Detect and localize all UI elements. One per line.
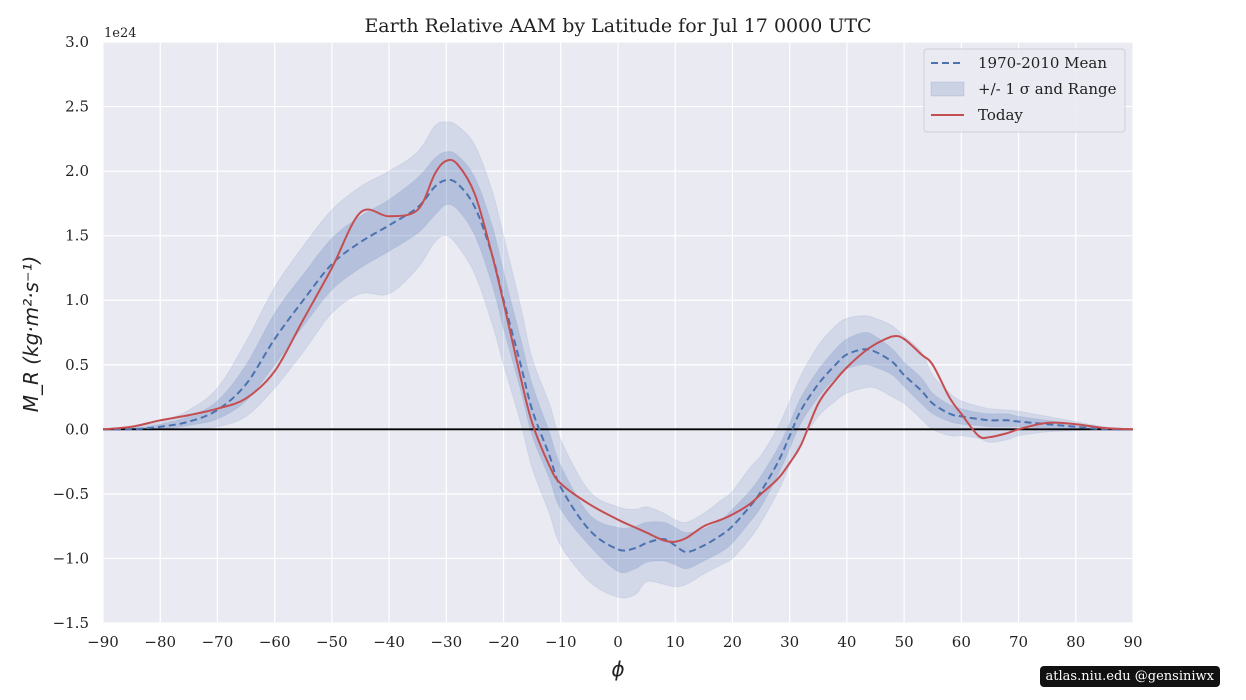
y-tick-label: 3.0 (65, 33, 89, 51)
y-tick-labels: −1.5 −1.0 −0.5 0.0 0.5 1.0 1.5 2.0 2.5 3.0 (53, 33, 89, 632)
y-tick-label: −1.5 (53, 614, 89, 632)
legend-label: 1970-2010 Mean (978, 54, 1107, 72)
x-tick-label: 20 (723, 633, 742, 651)
x-tick-label: −10 (545, 633, 577, 651)
x-tick-label: −50 (316, 633, 348, 651)
legend-box (923, 48, 1126, 133)
x-tick-label: −80 (144, 633, 176, 651)
y-tick-label: −1.0 (53, 549, 89, 567)
x-tick-label: −90 (87, 633, 119, 651)
x-tick-label: 0 (613, 633, 623, 651)
legend-band-swatch (930, 81, 965, 97)
mean-line (102, 178, 1134, 554)
y-tick-label: 0.0 (65, 420, 89, 438)
x-tick-label: 90 (1123, 633, 1142, 651)
x-tick-label: −20 (488, 633, 520, 651)
gridlines (102, 41, 1134, 624)
y-offset-label: 1e24 (104, 26, 137, 41)
x-tick-label: 60 (952, 633, 971, 651)
x-axis-label: ϕ (611, 657, 624, 681)
y-tick-label: 2.0 (65, 162, 89, 180)
x-tick-label: 10 (666, 633, 685, 651)
x-tick-labels: −90 −80 −70 −60 −50 −40 −30 −20 −10 0 10 20 30 40 50 60… (87, 633, 1142, 651)
legend: 1970-2010 Mean +/- 1 σ and Range Today (923, 48, 1126, 133)
x-tick-label: 80 (1066, 633, 1085, 651)
legend-label: +/- 1 σ and Range (978, 80, 1117, 98)
y-tick-label: 0.5 (65, 356, 89, 374)
x-tick-label: −30 (431, 633, 463, 651)
x-tick-label: 70 (1009, 633, 1028, 651)
x-tick-label: −40 (373, 633, 405, 651)
x-tick-label: 40 (837, 633, 856, 651)
chart-title: Earth Relative AAM by Latitude for Jul 1… (364, 15, 871, 37)
y-tick-label: 1.0 (65, 291, 89, 309)
x-tick-label: 30 (780, 633, 799, 651)
x-tick-label: 50 (895, 633, 914, 651)
y-tick-label: 1.5 (65, 227, 89, 245)
y-tick-label: 2.5 (65, 98, 89, 116)
y-axis-label: M_R (kg·m²·s⁻¹) (19, 256, 43, 413)
x-tick-label: −60 (259, 633, 291, 651)
series-lines (102, 158, 1134, 554)
legend-label: Today (978, 106, 1023, 124)
credit-badge: atlas.niu.edu @gensiniwx (1039, 666, 1220, 687)
x-tick-label: −70 (202, 633, 234, 651)
today-line (102, 158, 1134, 543)
y-tick-label: −0.5 (53, 485, 89, 503)
